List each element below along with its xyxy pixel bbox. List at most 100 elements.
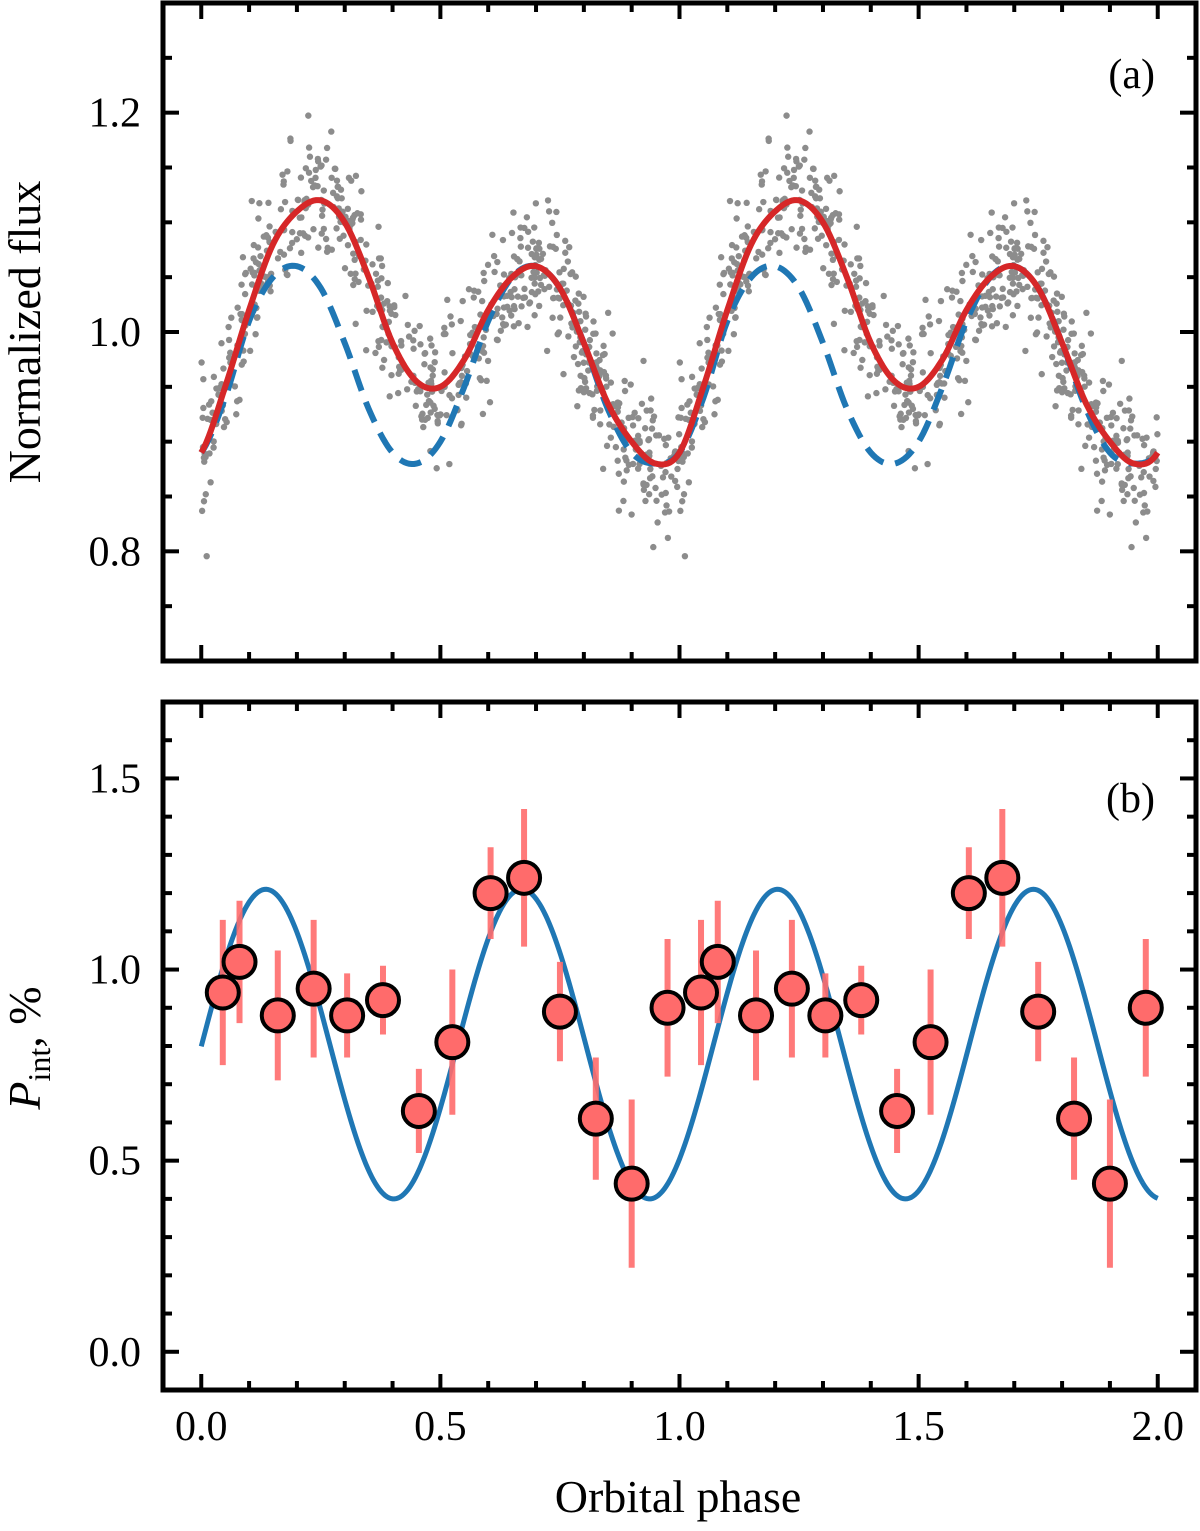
flux-point	[1067, 391, 1074, 398]
flux-point	[200, 498, 208, 505]
flux-point	[250, 241, 258, 249]
flux-point	[716, 361, 724, 368]
flux-point	[286, 245, 294, 252]
flux-point	[431, 349, 439, 356]
flux-point	[280, 181, 287, 188]
flux-point	[911, 465, 919, 472]
flux-point	[329, 189, 337, 197]
flux-point	[895, 388, 902, 395]
flux-point	[500, 304, 508, 311]
flux-point	[310, 226, 317, 233]
flux-point	[900, 416, 907, 423]
flux-point	[499, 314, 506, 321]
flux-point	[277, 248, 284, 256]
flux-point	[1058, 359, 1066, 366]
flux-point	[855, 255, 863, 262]
flux-point	[1093, 470, 1101, 477]
flux-point	[822, 205, 830, 213]
flux-point	[479, 410, 487, 418]
flux-point	[963, 357, 970, 365]
flux-point	[758, 181, 765, 188]
flux-point	[1098, 478, 1106, 485]
flux-point	[922, 296, 929, 304]
flux-point	[457, 317, 464, 325]
flux-point	[961, 377, 969, 385]
flux-point	[483, 377, 490, 385]
flux-point	[927, 349, 934, 357]
flux-point	[267, 288, 274, 295]
flux-point	[889, 327, 897, 335]
flux-point	[898, 423, 905, 431]
flux-point	[225, 323, 232, 331]
flux-point	[218, 340, 225, 347]
flux-point	[311, 182, 318, 189]
flux-point	[688, 373, 696, 381]
flux-point	[995, 234, 1002, 242]
flux-point	[410, 337, 417, 344]
flux-point	[298, 249, 305, 257]
flux-point	[1032, 294, 1040, 301]
flux-point	[1116, 400, 1124, 407]
flux-point	[543, 347, 551, 355]
flux-point	[1150, 477, 1157, 485]
flux-point	[333, 177, 341, 184]
flux-point	[648, 425, 656, 432]
flux-point	[925, 313, 932, 320]
polarization-point	[738, 997, 775, 1034]
flux-point	[662, 441, 670, 449]
flux-point	[545, 208, 553, 215]
flux-point	[1075, 407, 1082, 414]
flux-point	[352, 270, 359, 277]
flux-point	[1090, 443, 1098, 451]
flux-point	[675, 414, 682, 421]
flux-point	[478, 297, 486, 305]
flux-point	[295, 196, 302, 204]
panel-b-plot-area	[198, 809, 1164, 1268]
flux-point	[857, 364, 864, 371]
flux-point	[899, 361, 906, 368]
flux-point	[760, 198, 767, 206]
flux-point	[696, 340, 703, 347]
flux-point	[372, 270, 380, 277]
flux-point	[539, 250, 547, 258]
flux-point	[1067, 414, 1075, 421]
flux-point	[220, 365, 227, 372]
flux-point	[767, 239, 774, 247]
flux-point	[446, 391, 453, 399]
flux-point	[328, 174, 335, 181]
flux-point	[972, 258, 979, 266]
flux-point	[572, 273, 579, 280]
flux-point	[575, 308, 583, 315]
flux-point	[641, 425, 649, 432]
flux-point	[725, 347, 732, 355]
flux-point	[298, 214, 305, 221]
panel-b-ticks: 0.0 0.5 1.0 1.5 2.0 0.0 0.5 1.0 1.5	[89, 700, 1196, 1450]
flux-point	[640, 480, 647, 487]
flux-point	[344, 241, 352, 249]
flux-point	[1113, 465, 1120, 472]
flux-point	[830, 270, 837, 277]
flux-point	[444, 296, 451, 304]
flux-point	[647, 407, 654, 414]
flux-point	[277, 206, 285, 213]
flux-point	[880, 292, 887, 300]
flux-point	[937, 297, 945, 305]
flux-point	[921, 411, 928, 419]
flux-point	[783, 112, 790, 119]
flux-point	[995, 243, 1003, 250]
flux-point	[655, 432, 663, 439]
flux-point	[369, 308, 376, 316]
flux-point	[956, 377, 963, 384]
flux-point	[600, 368, 608, 376]
flux-point	[524, 323, 531, 331]
flux-point	[647, 395, 655, 402]
flux-point	[905, 335, 912, 342]
flux-point	[1131, 497, 1138, 504]
flux-point	[1024, 243, 1032, 250]
flux-point	[350, 281, 357, 289]
flux-point	[582, 326, 589, 333]
flux-point	[661, 435, 668, 443]
flux-point	[528, 274, 535, 281]
panel-a-plot-area	[198, 112, 1161, 560]
flux-point	[593, 350, 600, 357]
